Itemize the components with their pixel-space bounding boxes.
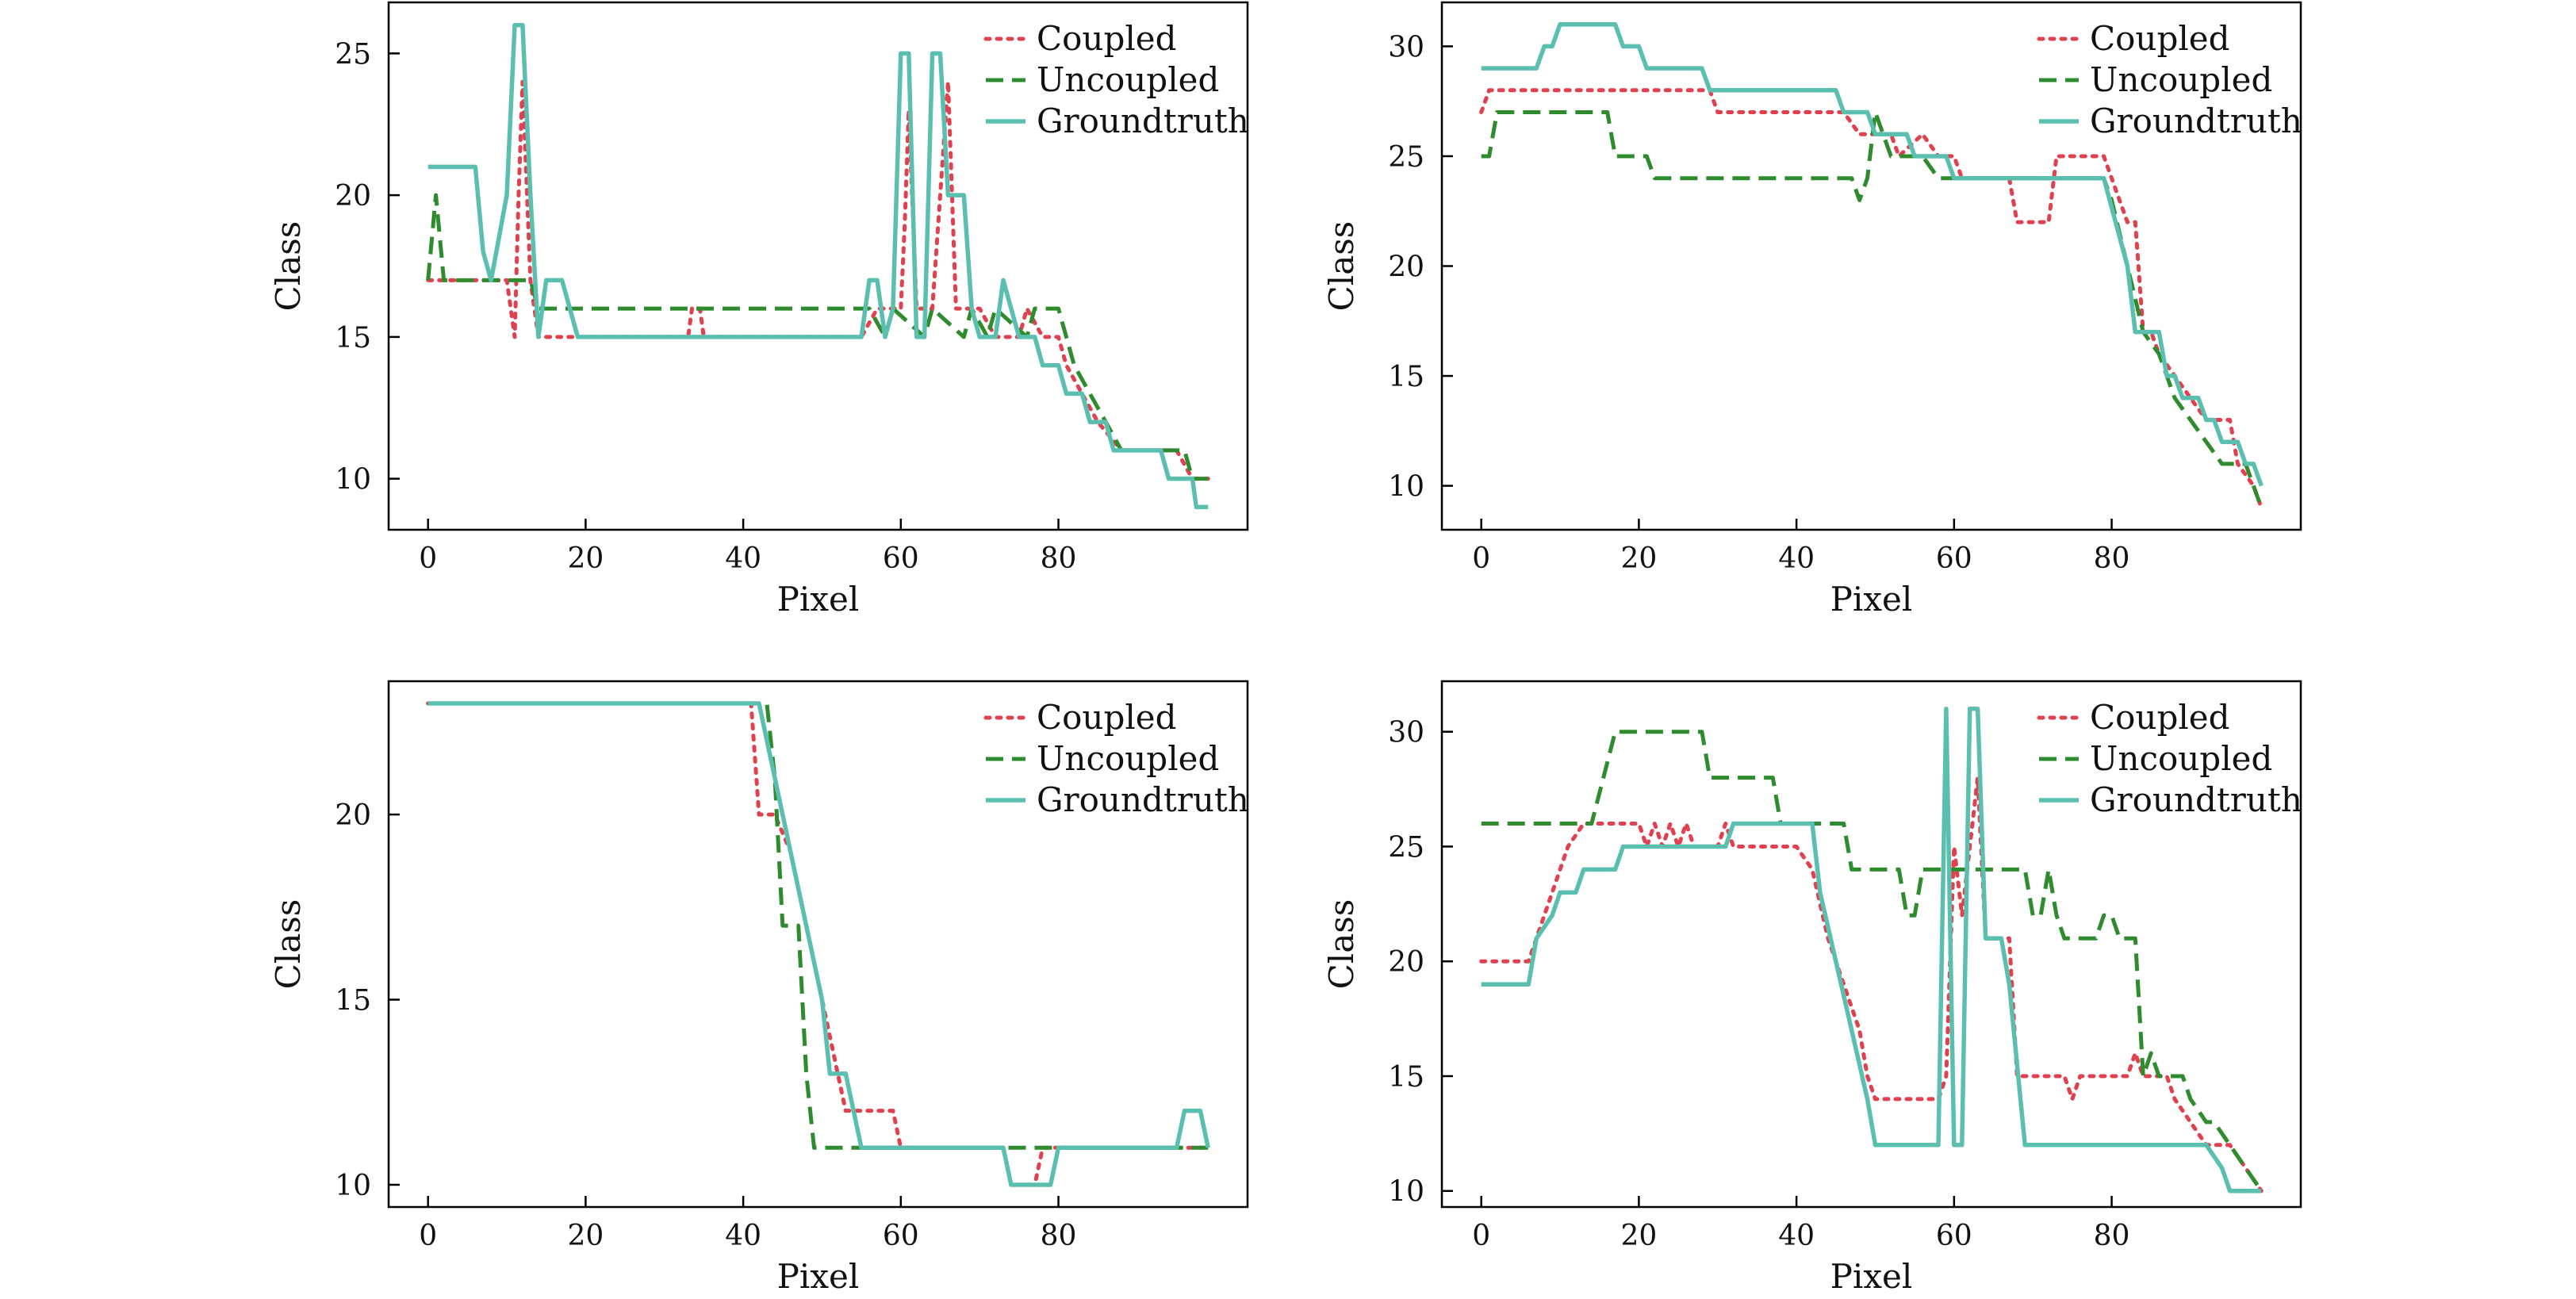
y-tick-label: 30 bbox=[1388, 717, 1424, 749]
y-tick-label: 10 bbox=[335, 464, 371, 496]
series-line-uncoupled bbox=[427, 701, 1209, 1150]
legend-label-uncoupled: Uncoupled bbox=[2090, 60, 2272, 99]
plot-frame bbox=[1440, 680, 2302, 1209]
y-tick-label: 25 bbox=[335, 38, 371, 71]
series-line-coupled bbox=[1479, 776, 2264, 1194]
x-tick-label: 40 bbox=[1778, 1220, 1815, 1252]
x-tick-label: 80 bbox=[2094, 1220, 2130, 1252]
x-tick-label: 40 bbox=[725, 1220, 761, 1252]
x-axis-label: Pixel bbox=[1830, 1257, 1913, 1296]
legend-label-groundtruth: Groundtruth bbox=[1037, 102, 1249, 140]
x-axis-label: Pixel bbox=[1830, 580, 1913, 619]
chart-panel-top-right: 0 20 40 60 80 10 15 20 25 30 Pixel Class CoupledUnco… bbox=[1322, 1, 2302, 619]
legend-label-groundtruth: Groundtruth bbox=[2090, 102, 2302, 140]
y-tick-label: 30 bbox=[1388, 31, 1424, 63]
x-tick-label: 40 bbox=[725, 542, 761, 575]
y-tick-label: 10 bbox=[1388, 1176, 1424, 1209]
x-tick-label: 0 bbox=[1472, 1220, 1490, 1252]
y-tick-label: 15 bbox=[1388, 361, 1424, 393]
series-line-uncoupled bbox=[1481, 730, 2264, 1193]
x-tick-label: 20 bbox=[1620, 542, 1657, 575]
x-axis-label: Pixel bbox=[777, 1257, 860, 1296]
series-group bbox=[426, 22, 1210, 510]
y-axis-label: Class bbox=[1322, 899, 1361, 990]
y-axis-label: Class bbox=[269, 899, 308, 990]
x-tick-label: 0 bbox=[1472, 542, 1490, 575]
series-group bbox=[426, 701, 1210, 1187]
y-tick-label: 20 bbox=[1388, 251, 1424, 284]
x-tick-label: 0 bbox=[419, 542, 437, 575]
x-tick-label: 60 bbox=[883, 542, 919, 575]
legend-label-coupled: Coupled bbox=[2090, 698, 2230, 737]
x-axis-label: Pixel bbox=[777, 580, 860, 619]
legend-label-groundtruth: Groundtruth bbox=[2090, 780, 2302, 819]
legend-label-coupled: Coupled bbox=[1037, 698, 1177, 737]
x-tick-label: 20 bbox=[1620, 1220, 1657, 1252]
y-tick-label: 20 bbox=[335, 799, 371, 832]
series-line-uncoupled bbox=[1481, 110, 2264, 509]
legend-label-coupled: Coupled bbox=[1037, 19, 1177, 58]
plot-frame bbox=[387, 1, 1249, 531]
plot-frame bbox=[387, 680, 1249, 1209]
legend-label-groundtruth: Groundtruth bbox=[1037, 780, 1249, 819]
chart-panel-bottom-right: 0 20 40 60 80 10 15 20 25 30 Pixel Class CoupledUnco… bbox=[1322, 680, 2302, 1296]
x-tick-label: 0 bbox=[419, 1220, 437, 1252]
legend-label-coupled: Coupled bbox=[2090, 19, 2230, 58]
x-tick-label: 80 bbox=[1041, 542, 1077, 575]
series-line-groundtruth bbox=[427, 22, 1209, 510]
series-group bbox=[1479, 21, 2264, 510]
chart-panel-top-left: 0 20 40 60 80 10 15 20 25 Pixel Class CoupledUncoup… bbox=[269, 1, 1249, 619]
series-group bbox=[1479, 706, 2264, 1194]
x-tick-label: 20 bbox=[567, 542, 604, 575]
series-line-groundtruth bbox=[1481, 21, 2264, 487]
legend-label-uncoupled: Uncoupled bbox=[1037, 739, 1219, 778]
y-tick-label: 10 bbox=[1388, 471, 1424, 504]
x-tick-label: 40 bbox=[1778, 542, 1815, 575]
y-tick-label: 25 bbox=[1388, 141, 1424, 174]
x-tick-label: 60 bbox=[1936, 542, 1972, 575]
chart-panel-bottom-left: 0 20 40 60 80 10 15 20 Pixel Class CoupledUncouple… bbox=[269, 680, 1249, 1296]
legend-label-uncoupled: Uncoupled bbox=[1037, 60, 1219, 99]
series-line-groundtruth bbox=[1481, 706, 2262, 1194]
y-axis-label: Class bbox=[269, 221, 308, 312]
x-tick-label: 20 bbox=[567, 1220, 604, 1252]
x-tick-label: 80 bbox=[1041, 1220, 1077, 1252]
y-tick-label: 25 bbox=[1388, 831, 1424, 864]
x-tick-label: 80 bbox=[2094, 542, 2130, 575]
x-tick-label: 60 bbox=[1936, 1220, 1972, 1252]
y-tick-label: 20 bbox=[335, 180, 371, 213]
y-tick-label: 10 bbox=[335, 1170, 371, 1202]
y-tick-label: 15 bbox=[1388, 1061, 1424, 1094]
y-tick-label: 20 bbox=[1388, 946, 1424, 979]
y-tick-label: 15 bbox=[335, 985, 371, 1017]
legend-label-uncoupled: Uncoupled bbox=[2090, 739, 2272, 778]
series-line-coupled bbox=[1479, 88, 2264, 510]
series-line-groundtruth bbox=[427, 701, 1210, 1187]
y-tick-label: 15 bbox=[335, 322, 371, 354]
x-tick-label: 60 bbox=[883, 1220, 919, 1252]
y-axis-label: Class bbox=[1322, 221, 1361, 312]
